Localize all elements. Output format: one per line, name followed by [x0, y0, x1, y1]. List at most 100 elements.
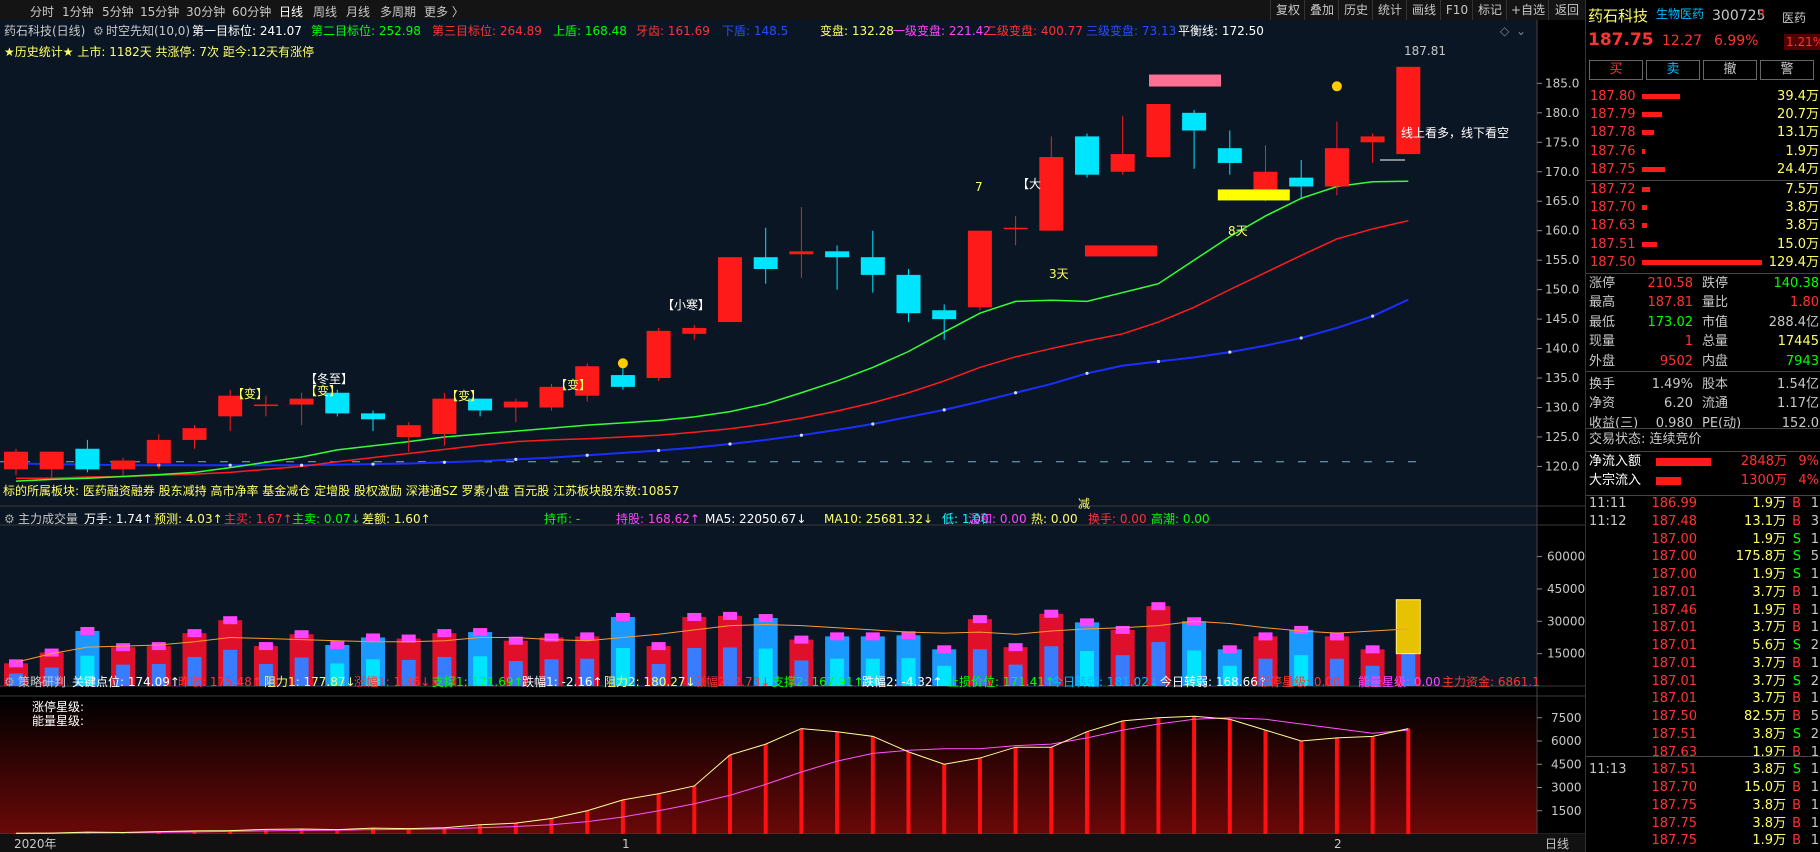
sell-button[interactable]: 卖: [1646, 60, 1700, 80]
cancel-button[interactable]: 撤: [1703, 60, 1757, 80]
tool-button[interactable]: 标记: [1472, 0, 1507, 20]
volume-bar-inner: [151, 664, 166, 686]
volume-indicator: 持股: 168.62↑: [616, 512, 700, 526]
tick-side: S: [1792, 673, 1801, 689]
period-tab[interactable]: 1分钟: [62, 5, 94, 19]
volume-bar-inner: [972, 649, 987, 686]
coin-icon: [617, 358, 628, 369]
period-tab[interactable]: 15分钟: [140, 5, 180, 19]
bid-row-price[interactable]: 187.72: [1590, 182, 1636, 197]
stat-value: 1.80: [1790, 295, 1819, 311]
period-tab[interactable]: 60分钟: [232, 5, 272, 19]
period-tab[interactable]: 多周期: [380, 5, 417, 19]
bid-row-price[interactable]: 187.70: [1590, 200, 1636, 216]
settings-icon[interactable]: ⚙: [4, 675, 15, 689]
y-tick-label: 140.0: [1545, 342, 1579, 356]
ma-dot: [442, 460, 446, 464]
ask-row-price[interactable]: 187.75: [1590, 161, 1636, 177]
volume-cap: [294, 630, 309, 639]
indicator-value: 一级变盘: 221.42: [893, 24, 991, 38]
ask-row-price[interactable]: 187.76: [1590, 143, 1636, 159]
period-tab[interactable]: 更多 〉: [424, 5, 464, 19]
tick-volume: 13.1万: [1744, 513, 1786, 529]
bid-row-price[interactable]: 187.63: [1590, 218, 1636, 234]
strength-bar: [977, 758, 982, 834]
ma-dot: [514, 457, 518, 461]
tick-volume: 1.9万: [1752, 567, 1786, 582]
volume-cap: [544, 633, 559, 642]
indicator-value: 平衡线: 172.50: [1178, 24, 1264, 38]
volume-bar-inner: [223, 649, 238, 686]
tick-price: 187.00: [1651, 567, 1698, 582]
period-tab[interactable]: 30分钟: [186, 5, 226, 19]
volume-cap: [972, 615, 987, 624]
tick-count: 3: [1810, 513, 1819, 529]
strength-bar: [1049, 747, 1054, 834]
candle: [860, 257, 885, 275]
candle: [1253, 171, 1278, 190]
chevron-down-icon[interactable]: ⌄: [1516, 24, 1527, 38]
stat-label: 股本: [1702, 377, 1729, 392]
stat-label: 跌停: [1702, 276, 1729, 291]
period-tab[interactable]: 月线: [346, 5, 371, 19]
ask-row-price[interactable]: 187.79: [1590, 107, 1636, 123]
volume-cap: [258, 642, 273, 651]
y-tick-label: 185.0: [1545, 76, 1579, 90]
trade-status: 交易状态: 连续竞价: [1589, 432, 1702, 447]
stat-label: 外盘: [1589, 353, 1616, 369]
tool-button[interactable]: +自选: [1506, 0, 1549, 20]
strength-bar: [1085, 731, 1089, 834]
bid-row-price[interactable]: 187.51: [1590, 236, 1636, 252]
flow-bar: [1656, 458, 1711, 466]
bid-row-price[interactable]: 187.50: [1590, 254, 1636, 270]
stat-value: 7943: [1785, 353, 1819, 369]
period-label[interactable]: 日线: [1545, 837, 1570, 851]
strength-bar: [121, 832, 126, 834]
alert-button[interactable]: 警: [1760, 60, 1814, 80]
volume-bar-inner: [1044, 646, 1059, 686]
volume-indicator: MA10: 25681.32↓: [824, 512, 934, 526]
strategy-indicator: 阻力1: 177.87↓: [264, 675, 356, 689]
candle: [896, 274, 921, 314]
indicator-name[interactable]: 时空先知(10,0): [106, 24, 191, 38]
chart-area[interactable]: 120.0 125.0 130.0 135.0 140.0 145.0 150.0 155.0…: [0, 20, 1585, 852]
candle: [111, 460, 136, 470]
diamond-icon[interactable]: ◇: [1500, 24, 1510, 38]
settings-icon[interactable]: ⚙: [93, 24, 104, 38]
volume-cap: [1329, 632, 1344, 641]
volume-bar-inner: [1187, 650, 1202, 686]
tool-button[interactable]: 叠加: [1304, 0, 1339, 20]
settings-icon[interactable]: ⚙: [4, 512, 15, 526]
y-tick-label: 4500: [1551, 757, 1582, 771]
tool-button[interactable]: 画线: [1406, 0, 1441, 20]
ask-row-price[interactable]: 187.78: [1590, 125, 1636, 141]
indicator-value: 上盾: 168.48: [553, 24, 627, 38]
period-tab[interactable]: 分时: [30, 5, 55, 19]
tool-button[interactable]: F10: [1440, 0, 1473, 20]
divider: [1586, 273, 1820, 274]
stock-title: 药石科技(日线): [4, 24, 86, 38]
stat-value: 9502: [1659, 353, 1693, 369]
industry-button[interactable]: 医药: [1782, 11, 1807, 25]
y-tick-label: 30000: [1547, 614, 1585, 628]
tick-side: B: [1792, 513, 1801, 529]
tick-count: 1: [1810, 780, 1819, 795]
buy-button[interactable]: 买: [1589, 60, 1643, 80]
period-tab-active[interactable]: 日线: [279, 5, 304, 19]
period-tab[interactable]: 周线: [313, 5, 338, 19]
tick-volume: 3.8万: [1752, 726, 1786, 742]
stat-label: 市值: [1702, 314, 1729, 330]
tick-price: 187.01: [1651, 691, 1698, 707]
tool-button[interactable]: 复权: [1270, 0, 1305, 20]
period-tab[interactable]: 5分钟: [102, 5, 134, 19]
candle: [1146, 103, 1171, 158]
strength-bar: [1370, 736, 1375, 834]
volume-indicator: 万手: 1.74↑: [84, 512, 153, 526]
ask-row-volume-bar: [1642, 166, 1665, 172]
tool-button[interactable]: 统计: [1372, 0, 1407, 20]
tool-button[interactable]: 历史: [1338, 0, 1373, 20]
tool-button[interactable]: 返回: [1548, 0, 1585, 20]
strategy-indicator: 止损价位: 171.41↑: [947, 675, 1055, 689]
tick-side: B: [1792, 780, 1801, 795]
ask-row-price[interactable]: 187.80: [1590, 89, 1636, 104]
